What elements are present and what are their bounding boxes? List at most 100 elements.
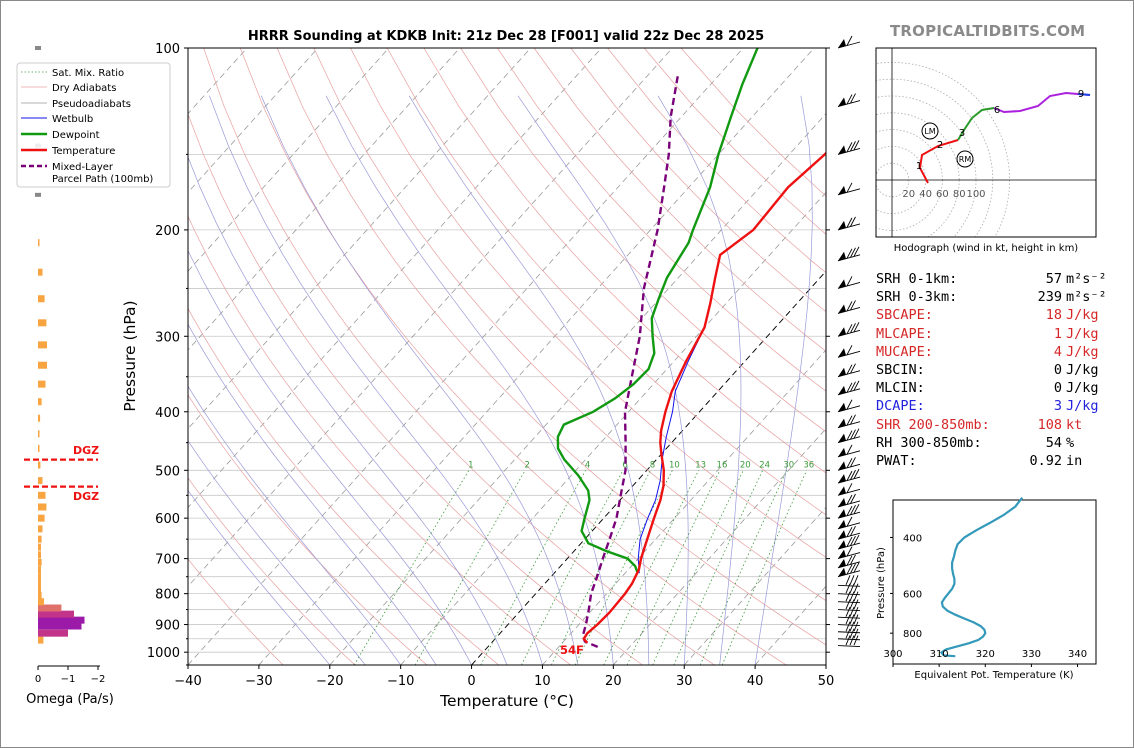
pseudoadiabat-line [325,95,614,665]
stat-unit: kt [1066,416,1083,433]
wind-barb [837,182,861,196]
stat-unit: in [1066,452,1083,469]
omega-bar [38,580,41,588]
wind-barb-flag [838,497,846,507]
x-tick-label: 20 [605,674,622,689]
omega-bar [38,461,41,469]
wind-barb-feather [846,415,853,426]
hodograph-ring-label: 40 [919,189,932,200]
stat-row: MLCAPE: 1 J/kg [876,325,1126,343]
wind-barb-feather [845,599,851,610]
dry-adiabat-line [203,48,715,665]
dgz-top-label: DGZ [73,444,99,457]
stat-label: SRH 0-3km: [876,289,958,306]
wind-barb-feather [849,635,855,646]
stat-row: MUCAPE: 4 J/kg [876,343,1126,361]
dry-adiabat-line [188,558,284,665]
mixing-ratio-label: 2 [524,460,529,470]
wind-barb-feather [853,246,860,257]
wind-barb-feather [846,94,853,105]
stat-value: 57 [1045,271,1062,287]
omega-bar [38,503,47,511]
wind-barb-feather [853,428,860,439]
wind-barb-feather [846,458,853,469]
omega-bar [38,477,43,485]
wind-barb-feather [853,591,859,602]
wind-barb-feather [846,526,853,537]
x-tick-label: −40 [174,674,201,689]
pseudoadiabat-line [408,95,650,665]
wind-barb-feather [853,468,860,479]
wind-barb-feather [846,494,853,505]
y-tick-label: 600 [155,512,180,527]
storm-motion-label: LM [924,127,935,136]
omega-bar [38,551,41,559]
omega-bar [38,543,41,551]
storm-motion-marker [956,150,974,168]
x-tick-label: 50 [818,674,835,689]
wind-barb-flag [838,567,846,577]
wind-barb-flag [838,519,846,529]
wind-barb-feather [849,606,855,617]
y-tick-label: 300 [155,330,180,345]
wind-barb-feather [846,345,853,355]
stat-value: 54 [1045,434,1062,451]
stat-unit: J/kg [1066,307,1099,324]
theta-e-y-tick-label: 600 [903,589,922,600]
pseudoadiabat-line [517,95,689,665]
mixing-ratio-line [414,470,526,665]
stat-unit: m²s⁻² [1066,289,1107,306]
wind-barb [837,345,861,358]
x-tick-label: −20 [316,674,343,689]
dry-adiabat-line [188,307,499,665]
wind-barb [837,428,861,444]
wind-barb-flag [838,509,846,519]
wind-barb [837,534,861,550]
wind-barb-feather [845,583,851,594]
pseudoadiabat-line [209,95,543,665]
mixing-ratio-label: 6 [622,460,627,470]
wind-barb [837,493,861,508]
wind-barb [837,140,861,155]
legend-label: Wetbulb [52,114,93,125]
omega-bar [38,341,47,349]
wind-barb-feather [846,217,853,228]
mixing-ratio-line [673,470,764,665]
theta-e-line-tail [943,654,956,658]
wind-barb-feather [849,628,855,639]
wind-barb-feather [846,430,853,441]
wind-barb-feather [846,364,853,375]
stat-unit: % [1066,434,1075,451]
wind-barb-flag [838,367,846,377]
wind-barb-feather [849,583,855,594]
y-tick-label: 500 [155,464,180,479]
omega-bar [38,629,68,637]
y-axis-label: Pressure (hPa) [121,300,139,411]
stat-value: 1 [1053,325,1062,342]
wind-barb-feather [850,554,856,565]
mixing-ratio-line [626,470,721,665]
dry-adiabat-line [188,215,571,665]
omega-tick-label: 0 [35,674,41,685]
stat-unit: J/kg [1066,361,1099,378]
y-tick-label: 100 [155,42,180,57]
omega-bar [38,239,40,247]
isotherm-line [542,349,826,665]
hodograph-ring-label: 20 [902,189,915,200]
dry-adiabat-line [276,48,826,646]
mixing-ratio-line [521,470,624,665]
wind-barb-feather [853,575,859,585]
theta-e-frame [892,499,1097,665]
legend-label: Sat. Mix. Ratio [52,68,124,79]
theta-e-y-tick-label: 400 [903,533,922,544]
wind-barb-feather [850,493,856,504]
wind-barb-feather [853,140,860,151]
wind-barb [837,363,861,378]
wind-barb-flag [838,39,846,48]
wind-barb [837,246,861,262]
wind-barb [837,457,861,471]
isotherm-line [188,48,602,509]
isotherm-line [188,48,744,665]
omega-tick-label: −2 [91,674,106,685]
wind-barb [837,414,861,429]
